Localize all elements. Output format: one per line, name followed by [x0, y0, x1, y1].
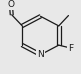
Text: N: N [37, 50, 44, 59]
Text: O: O [7, 0, 14, 9]
Text: F: F [68, 44, 73, 53]
